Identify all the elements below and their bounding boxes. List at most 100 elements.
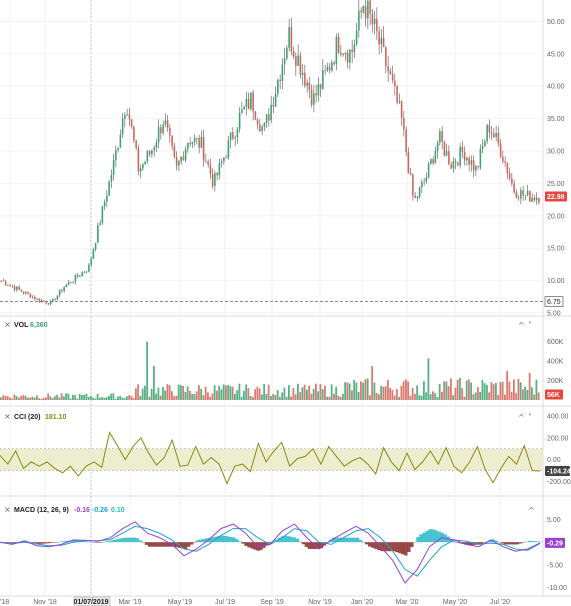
- volume-bar: [492, 384, 495, 400]
- macd-histogram-bar: [238, 541, 242, 543]
- volume-bar: [339, 396, 342, 400]
- volume-bar: [405, 379, 407, 400]
- volume-bar: [270, 396, 272, 400]
- volume-bar: [389, 388, 392, 400]
- reference-price-badge: 6.75: [544, 296, 564, 307]
- macd-histogram-bar: [398, 542, 402, 554]
- price-tick-label: 20.00: [547, 213, 565, 220]
- candle-body: [67, 282, 70, 285]
- macd-histogram-bar: [141, 542, 146, 543]
- macd-histogram-bar: [138, 540, 143, 543]
- volume-bar: [15, 396, 18, 400]
- cci-badge: -104.24: [545, 466, 571, 477]
- macd-histogram-bar: [187, 542, 191, 547]
- macd-signal-line: [0, 525, 541, 577]
- volume-bar: [254, 389, 257, 400]
- cci-close-icon[interactable]: ×: [4, 412, 11, 421]
- last-price-badge-text: 22.98: [547, 194, 565, 201]
- candle-body: [250, 92, 252, 110]
- macd-panel[interactable]: [0, 521, 544, 584]
- macd-histogram-bar: [383, 542, 387, 552]
- candle-body: [227, 140, 230, 158]
- volume-bar: [342, 393, 344, 400]
- volume-close-icon[interactable]: ×: [4, 320, 11, 329]
- volume-bar: [438, 383, 441, 400]
- price-tick-label: 30.00: [547, 149, 565, 156]
- price-panel[interactable]: [0, 0, 543, 306]
- macd-histogram-bar: [99, 542, 103, 543]
- volume-collapse-down-icon[interactable]: ˅: [528, 321, 532, 330]
- candle-body: [299, 55, 302, 75]
- macd-histogram-bar: [199, 539, 203, 543]
- candle-body: [182, 156, 185, 161]
- candle-body: [153, 147, 155, 151]
- macd-histogram-bar: [72, 540, 76, 543]
- volume-bar: [112, 393, 115, 400]
- candle-body: [430, 159, 432, 164]
- candle-body: [268, 114, 270, 121]
- candle-body: [481, 145, 484, 149]
- cci-panel[interactable]: [0, 431, 543, 485]
- volume-bar: [81, 395, 83, 400]
- candle-body: [70, 282, 72, 284]
- volume-bar: [166, 384, 169, 400]
- macd-histogram-bar: [57, 541, 61, 543]
- volume-bar: [139, 395, 142, 400]
- volume-panel[interactable]: [0, 341, 540, 400]
- volume-bar: [441, 391, 443, 400]
- volume-bar: [432, 391, 434, 400]
- candle-body: [484, 141, 486, 146]
- candle-body: [380, 37, 383, 45]
- volume-bar: [87, 396, 90, 400]
- macd-histogram-bar: [515, 542, 520, 545]
- candle-body: [151, 150, 153, 155]
- volume-bar: [258, 388, 261, 400]
- macd-histogram-bar: [15, 542, 19, 543]
- volume-bar: [301, 387, 304, 400]
- volume-bar: [330, 384, 333, 400]
- macd-histogram-bar: [458, 542, 462, 544]
- volume-bar: [499, 382, 502, 400]
- macd-close-icon[interactable]: ×: [4, 505, 11, 514]
- volume-bar: [488, 392, 491, 400]
- volume-bar: [191, 393, 194, 400]
- candle-body: [263, 122, 266, 127]
- candle-body: [439, 131, 441, 143]
- volume-badge: 56K: [545, 389, 563, 400]
- volume-bar: [522, 389, 524, 400]
- macd-collapse-up-icon[interactable]: ^: [528, 506, 535, 515]
- macd-histogram-bar: [512, 542, 517, 545]
- candle-body: [202, 136, 205, 161]
- macd-histogram-bar: [105, 541, 109, 543]
- macd-histogram-bar: [304, 542, 308, 548]
- candle-body: [196, 137, 198, 139]
- candle-body: [346, 52, 349, 63]
- volume-bar: [317, 391, 320, 400]
- volume-bar: [272, 394, 275, 400]
- volume-bar: [72, 394, 74, 400]
- candle-body: [157, 127, 160, 143]
- volume-bar: [63, 396, 65, 400]
- macd-histogram-bar: [147, 542, 152, 547]
- candle-body: [36, 298, 38, 300]
- volume-bar: [263, 383, 266, 400]
- volume-collapse-up-icon[interactable]: ^: [518, 321, 525, 330]
- macd-histogram-bar: [322, 542, 327, 546]
- candle-body: [119, 134, 122, 148]
- candle-body: [371, 13, 374, 25]
- volume-bar: [443, 381, 446, 400]
- cci-collapse-down-icon[interactable]: ˅: [528, 413, 532, 422]
- candle-body: [103, 201, 106, 207]
- candle-body: [443, 142, 446, 156]
- volume-bar: [92, 397, 95, 400]
- volume-bar: [427, 358, 430, 400]
- cci-collapse-up-icon[interactable]: ^: [518, 413, 525, 422]
- volume-bar: [193, 394, 196, 400]
- volume-bar: [27, 397, 29, 400]
- macd-histogram-bar: [184, 542, 188, 549]
- candle-body: [160, 127, 162, 134]
- candle-body: [49, 301, 52, 305]
- volume-bar: [292, 388, 295, 400]
- volume-bar: [114, 398, 117, 400]
